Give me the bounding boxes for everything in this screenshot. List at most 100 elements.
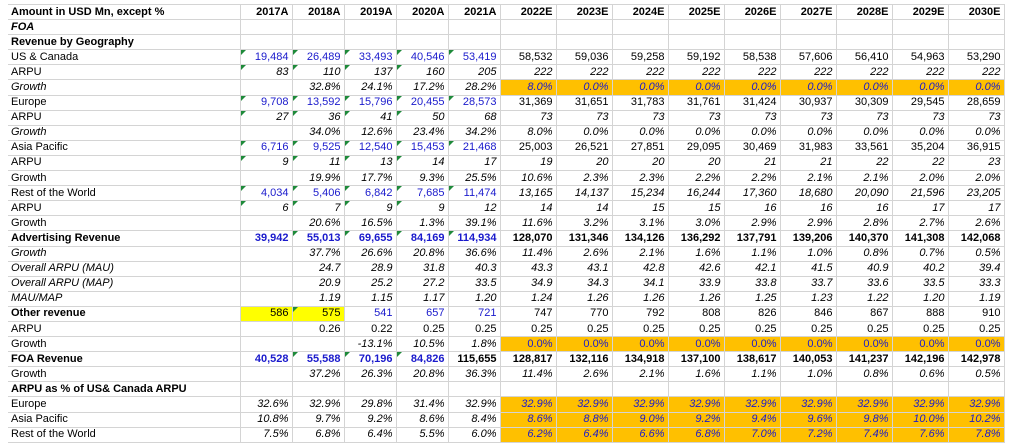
value-cell[interactable]: 8.0% — [500, 79, 557, 96]
value-cell[interactable]: 37.7% — [292, 246, 345, 262]
value-cell[interactable]: 13,592 — [292, 95, 345, 111]
value-cell[interactable]: 33,493 — [344, 49, 397, 66]
value-cell[interactable]: 53,290 — [948, 49, 1005, 66]
value-cell[interactable] — [556, 19, 613, 36]
value-cell[interactable]: 2.6% — [556, 366, 613, 383]
value-cell[interactable]: 35,204 — [892, 140, 949, 156]
value-cell[interactable]: 0.0% — [948, 79, 1005, 96]
value-cell[interactable]: 137,100 — [668, 351, 725, 368]
row-label-cell[interactable]: Revenue by Geography — [8, 34, 241, 51]
value-cell[interactable]: 2.6% — [948, 215, 1005, 232]
value-cell[interactable] — [240, 34, 293, 51]
row-label-cell[interactable]: Growth — [8, 215, 241, 232]
value-cell[interactable]: 39.1% — [448, 215, 501, 232]
value-cell[interactable]: 23.4% — [396, 125, 449, 141]
value-cell[interactable]: 1.22 — [836, 291, 893, 307]
value-cell[interactable]: 9 — [240, 155, 293, 172]
value-cell[interactable]: 0.8% — [836, 246, 893, 262]
value-cell[interactable]: 17,360 — [724, 185, 781, 202]
value-cell[interactable]: 6.4% — [344, 427, 397, 443]
value-cell[interactable]: 9.4% — [724, 412, 781, 428]
value-cell[interactable]: 9,525 — [292, 140, 345, 156]
value-cell[interactable]: 0.25 — [556, 321, 613, 338]
value-cell[interactable]: 2.2% — [668, 170, 725, 187]
value-cell[interactable]: 14 — [396, 155, 449, 172]
value-cell[interactable]: 59,258 — [612, 49, 669, 66]
value-cell[interactable] — [836, 381, 893, 398]
value-cell[interactable]: 222 — [556, 64, 613, 81]
value-cell[interactable]: 36 — [292, 110, 345, 126]
value-cell[interactable]: 0.5% — [948, 246, 1005, 262]
value-cell[interactable]: 40.3 — [448, 261, 501, 277]
value-cell[interactable]: 222 — [780, 64, 837, 81]
value-cell[interactable]: 32.9% — [556, 396, 613, 413]
value-cell[interactable]: 7.6% — [892, 427, 949, 443]
value-cell[interactable]: 31,651 — [556, 95, 613, 111]
value-cell[interactable]: 32.9% — [612, 396, 669, 413]
value-cell[interactable]: 23,205 — [948, 185, 1005, 202]
value-cell[interactable]: 1.26 — [668, 291, 725, 307]
header-label-cell[interactable]: Amount in USD Mn, except % — [8, 3, 241, 21]
value-cell[interactable]: 11.6% — [500, 215, 557, 232]
row-label-cell[interactable]: ARPU — [8, 200, 241, 217]
value-cell[interactable]: 73 — [500, 110, 557, 126]
value-cell[interactable]: 0.0% — [948, 336, 1005, 353]
value-cell[interactable] — [240, 276, 293, 292]
value-cell[interactable]: 1.23 — [780, 291, 837, 307]
value-cell[interactable]: 32.9% — [780, 396, 837, 413]
value-cell[interactable]: 140,053 — [780, 351, 837, 368]
value-cell[interactable]: 30,309 — [836, 95, 893, 111]
value-cell[interactable]: 6.2% — [500, 427, 557, 443]
value-cell[interactable] — [292, 336, 345, 353]
value-cell[interactable]: 15,796 — [344, 95, 397, 111]
value-cell[interactable]: 32.9% — [724, 396, 781, 413]
value-cell[interactable]: 29,545 — [892, 95, 949, 111]
value-cell[interactable]: 770 — [556, 306, 613, 322]
value-cell[interactable]: 26,489 — [292, 49, 345, 66]
value-cell[interactable]: 586 — [240, 306, 293, 322]
value-cell[interactable]: 2.1% — [836, 170, 893, 187]
value-cell[interactable]: 15,234 — [612, 185, 669, 202]
value-cell[interactable]: 8.6% — [500, 412, 557, 428]
value-cell[interactable]: 15,453 — [396, 140, 449, 156]
row-label-cell[interactable]: US & Canada — [8, 49, 241, 66]
value-cell[interactable]: 0.0% — [612, 125, 669, 141]
value-cell[interactable]: 58,538 — [724, 49, 781, 66]
value-cell[interactable] — [724, 19, 781, 36]
value-cell[interactable]: 29,095 — [668, 140, 725, 156]
value-cell[interactable]: 24.7 — [292, 261, 345, 277]
value-cell[interactable]: 0.0% — [780, 336, 837, 353]
year-header-cell[interactable]: 2020A — [396, 3, 449, 21]
value-cell[interactable]: 5.5% — [396, 427, 449, 443]
value-cell[interactable]: 68 — [448, 110, 501, 126]
value-cell[interactable]: 0.25 — [892, 321, 949, 338]
value-cell[interactable]: 9.0% — [612, 412, 669, 428]
value-cell[interactable]: 115,655 — [448, 351, 501, 368]
value-cell[interactable] — [240, 246, 293, 262]
value-cell[interactable]: 4,034 — [240, 185, 293, 202]
value-cell[interactable]: 134,918 — [612, 351, 669, 368]
value-cell[interactable]: 1.8% — [448, 336, 501, 353]
value-cell[interactable]: 134,126 — [612, 230, 669, 247]
year-header-cell[interactable]: 2019A — [344, 3, 397, 21]
value-cell[interactable]: 43.3 — [500, 261, 557, 277]
value-cell[interactable]: 25.5% — [448, 170, 501, 187]
value-cell[interactable] — [892, 34, 949, 51]
row-label-cell[interactable]: Growth — [8, 79, 241, 96]
value-cell[interactable]: 0.0% — [612, 336, 669, 353]
value-cell[interactable]: 33.3 — [948, 276, 1005, 292]
value-cell[interactable]: 9.6% — [780, 412, 837, 428]
value-cell[interactable]: 808 — [668, 306, 725, 322]
value-cell[interactable]: 42.1 — [724, 261, 781, 277]
value-cell[interactable]: 14,137 — [556, 185, 613, 202]
value-cell[interactable]: 1.3% — [396, 215, 449, 232]
value-cell[interactable]: 39.4 — [948, 261, 1005, 277]
value-cell[interactable]: 2.3% — [556, 170, 613, 187]
value-cell[interactable] — [240, 19, 293, 36]
value-cell[interactable]: 41 — [344, 110, 397, 126]
value-cell[interactable]: 21,596 — [892, 185, 949, 202]
value-cell[interactable]: 1.1% — [724, 246, 781, 262]
value-cell[interactable]: 0.25 — [612, 321, 669, 338]
value-cell[interactable]: 55,013 — [292, 230, 345, 247]
value-cell[interactable]: 1.25 — [724, 291, 781, 307]
